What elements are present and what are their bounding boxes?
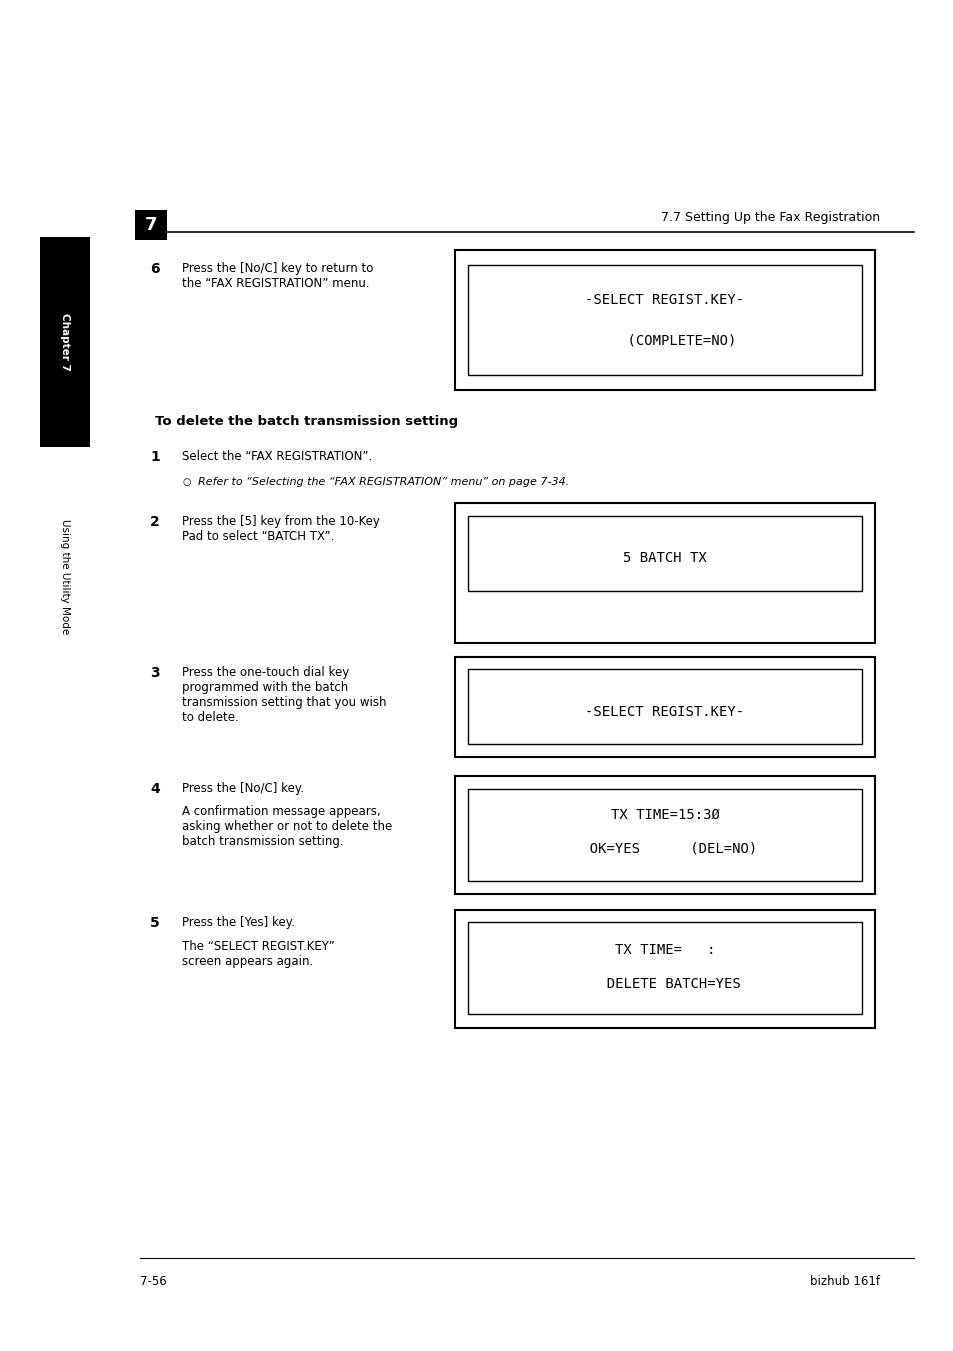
Text: (COMPLETE=NO): (COMPLETE=NO) (593, 332, 736, 347)
Text: Chapter 7: Chapter 7 (60, 313, 70, 372)
Text: Press the [No/C] key to return to
the “FAX REGISTRATION” menu.: Press the [No/C] key to return to the “F… (182, 262, 373, 290)
Text: TX TIME=   :: TX TIME= : (614, 943, 715, 957)
Text: OK=YES      (DEL=NO): OK=YES (DEL=NO) (572, 842, 757, 855)
Text: -SELECT REGIST.KEY-: -SELECT REGIST.KEY- (585, 705, 743, 719)
Text: The “SELECT REGIST.KEY”
screen appears again.: The “SELECT REGIST.KEY” screen appears a… (182, 940, 335, 969)
Text: Refer to “Selecting the “FAX REGISTRATION” menu” on page 7-34.: Refer to “Selecting the “FAX REGISTRATIO… (198, 477, 569, 486)
Bar (455, 657, 874, 757)
Text: 4: 4 (150, 782, 159, 796)
Text: TX TIME=15:3Ø: TX TIME=15:3Ø (610, 808, 719, 821)
Text: 5: 5 (150, 916, 159, 929)
Bar (468, 669, 862, 744)
Text: 1: 1 (150, 450, 159, 463)
Text: Press the [5] key from the 10-Key
Pad to select “BATCH TX”.: Press the [5] key from the 10-Key Pad to… (182, 515, 379, 543)
Text: 7: 7 (145, 216, 157, 234)
Bar (468, 921, 862, 1015)
Text: 7-56: 7-56 (140, 1275, 167, 1288)
Text: 7.7 Setting Up the Fax Registration: 7.7 Setting Up the Fax Registration (660, 212, 879, 224)
Text: DELETE BATCH=YES: DELETE BATCH=YES (589, 977, 740, 992)
Text: -SELECT REGIST.KEY-: -SELECT REGIST.KEY- (585, 293, 743, 307)
Text: Press the one-touch dial key
programmed with the batch
transmission setting that: Press the one-touch dial key programmed … (182, 666, 386, 724)
Text: 6: 6 (150, 262, 159, 276)
Bar (455, 250, 874, 390)
Text: Select the “FAX REGISTRATION”.: Select the “FAX REGISTRATION”. (182, 450, 372, 463)
Text: bizhub 161f: bizhub 161f (809, 1275, 879, 1288)
Text: To delete the batch transmission setting: To delete the batch transmission setting (154, 415, 457, 428)
Text: 5 BATCH TX: 5 BATCH TX (622, 551, 706, 565)
Bar (468, 789, 862, 881)
Text: Press the [No/C] key.: Press the [No/C] key. (182, 782, 304, 794)
Bar (40, 236, 90, 447)
Bar (455, 911, 874, 1028)
Text: 2: 2 (150, 515, 159, 530)
Bar (468, 265, 862, 376)
Bar (455, 775, 874, 894)
Text: Press the [Yes] key.: Press the [Yes] key. (182, 916, 294, 929)
Bar (455, 503, 874, 643)
Text: ○: ○ (183, 477, 192, 486)
Text: Using the Utility Mode: Using the Utility Mode (60, 519, 70, 635)
Text: 3: 3 (150, 666, 159, 680)
Bar (135, 209, 167, 240)
Bar (468, 516, 862, 590)
Text: A confirmation message appears,
asking whether or not to delete the
batch transm: A confirmation message appears, asking w… (182, 805, 392, 848)
